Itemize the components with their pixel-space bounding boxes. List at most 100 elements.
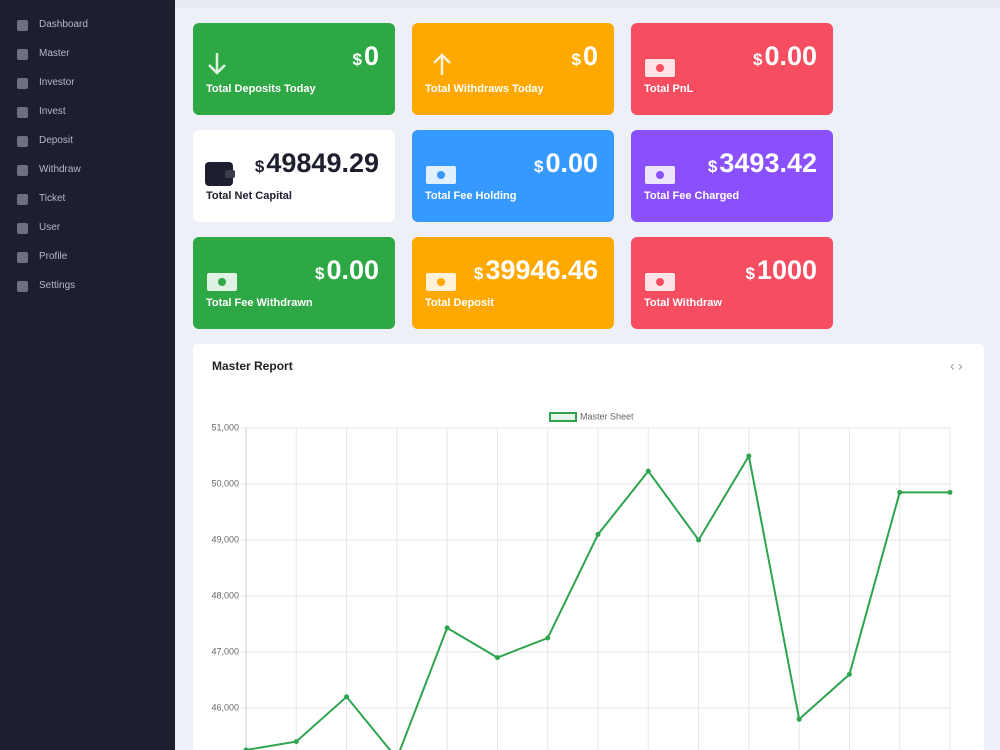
y-tick-label: 47,000 <box>211 646 239 656</box>
card-amount: $1000 <box>745 255 817 286</box>
nav-icon <box>17 223 28 234</box>
cash-coin <box>218 278 226 286</box>
cash-coin <box>437 171 445 179</box>
stat-card: $0.00 Total Fee Withdrawn <box>193 237 395 329</box>
panel-title: Master Report <box>212 359 293 373</box>
card-currency: $ <box>254 157 265 176</box>
data-point <box>696 537 702 543</box>
data-point <box>897 489 903 495</box>
y-tick-label: 49,000 <box>211 534 239 544</box>
nav-item[interactable]: Dashboard <box>0 16 175 36</box>
card-icon <box>208 53 226 75</box>
card-icon <box>645 273 675 291</box>
data-point <box>243 747 249 750</box>
nav-icon <box>17 107 28 118</box>
card-label: Total Fee Withdrawn <box>206 297 313 309</box>
card-label: Total Deposits Today <box>206 83 316 95</box>
stat-card: $1000 Total Withdraw <box>631 237 833 329</box>
nav-label: Invest <box>39 106 66 117</box>
data-point <box>545 635 551 641</box>
wallet-clasp <box>225 170 235 178</box>
card-currency: $ <box>752 50 763 69</box>
data-point <box>444 625 450 631</box>
card-icon <box>433 53 451 75</box>
card-amount: $49849.29 <box>255 148 379 179</box>
cash-coin <box>437 278 445 286</box>
nav-label: User <box>39 222 61 233</box>
card-icon <box>205 162 235 186</box>
sidebar: Dashboard Master Investor Invest Deposit With… <box>0 0 175 750</box>
data-point <box>595 531 601 537</box>
nav-icon <box>17 136 28 147</box>
card-label: Total PnL <box>644 83 694 95</box>
nav-label: Investor <box>39 77 75 88</box>
data-point <box>293 739 299 745</box>
card-label: Total Net Capital <box>206 190 292 202</box>
arrow-icon <box>433 53 451 75</box>
card-label: Total Fee Holding <box>425 190 517 202</box>
nav-label: Profile <box>39 251 68 262</box>
cash-coin <box>656 64 664 72</box>
nav-item[interactable]: Master <box>0 45 175 65</box>
data-point <box>344 694 350 700</box>
nav-item[interactable]: Investor <box>0 74 175 94</box>
nav-item[interactable]: Ticket <box>0 190 175 210</box>
wallet-icon <box>205 162 233 186</box>
stat-card: $0 Total Deposits Today <box>193 23 395 115</box>
data-point <box>846 671 852 677</box>
card-currency: $ <box>707 157 718 176</box>
card-icon <box>645 166 675 184</box>
stat-card: $3493.42 Total Fee Charged <box>631 130 833 222</box>
nav-icon <box>17 49 28 60</box>
card-amount: $0.00 <box>753 41 817 72</box>
nav-item[interactable]: Settings <box>0 277 175 297</box>
cash-coin <box>656 171 664 179</box>
nav-label: Dashboard <box>39 19 88 30</box>
card-label: Total Deposit <box>425 297 494 309</box>
chart: Master Report ‹ › 46,000 47,000 48,000 49,0… <box>211 358 963 750</box>
card-value: 39946.46 <box>485 255 598 285</box>
nav-item[interactable]: Withdraw <box>0 161 175 181</box>
data-point <box>947 489 953 495</box>
arrow-icon <box>208 53 226 75</box>
nav-item[interactable]: Deposit <box>0 132 175 152</box>
nav-icon <box>17 165 28 176</box>
nav-label: Ticket <box>39 193 66 204</box>
card-icon <box>207 273 237 291</box>
card-label: Total Withdraws Today <box>425 83 544 95</box>
y-tick-label: 46,000 <box>211 702 239 712</box>
card-currency: $ <box>571 50 581 69</box>
nav-icon <box>17 281 28 292</box>
card-currency: $ <box>745 264 755 283</box>
card-value: 1000 <box>756 255 817 285</box>
stat-card: $0.00 Total Fee Holding <box>412 130 614 222</box>
nav-icon <box>17 20 28 31</box>
card-amount: $39946.46 <box>474 255 598 286</box>
nav-icon <box>17 252 28 263</box>
stat-card: $39946.46 Total Deposit <box>412 237 614 329</box>
nav-label: Withdraw <box>39 164 81 175</box>
card-currency: $ <box>473 264 484 283</box>
nav-item[interactable]: Profile <box>0 248 175 268</box>
next-button[interactable]: › <box>958 358 963 374</box>
card-value: 0.00 <box>545 148 598 178</box>
prev-button[interactable]: ‹ <box>950 358 955 374</box>
card-currency: $ <box>352 50 362 69</box>
card-label: Total Withdraw <box>644 297 722 309</box>
data-point <box>796 716 802 722</box>
nav-item[interactable]: User <box>0 219 175 239</box>
nav-item[interactable]: Invest <box>0 103 175 123</box>
y-tick-label: 51,000 <box>211 422 239 432</box>
data-point <box>746 453 752 459</box>
card-icon <box>426 273 456 291</box>
card-value: 49849.29 <box>266 148 379 178</box>
nav-icon <box>17 194 28 205</box>
card-icon <box>426 166 456 184</box>
card-amount: $0.00 <box>534 148 598 179</box>
stat-card: $49849.29 Total Net Capital <box>193 130 395 222</box>
card-value: 0 <box>363 41 379 71</box>
cash-coin <box>656 278 664 286</box>
card-value: 0 <box>582 41 598 71</box>
top-bar <box>175 0 1000 8</box>
